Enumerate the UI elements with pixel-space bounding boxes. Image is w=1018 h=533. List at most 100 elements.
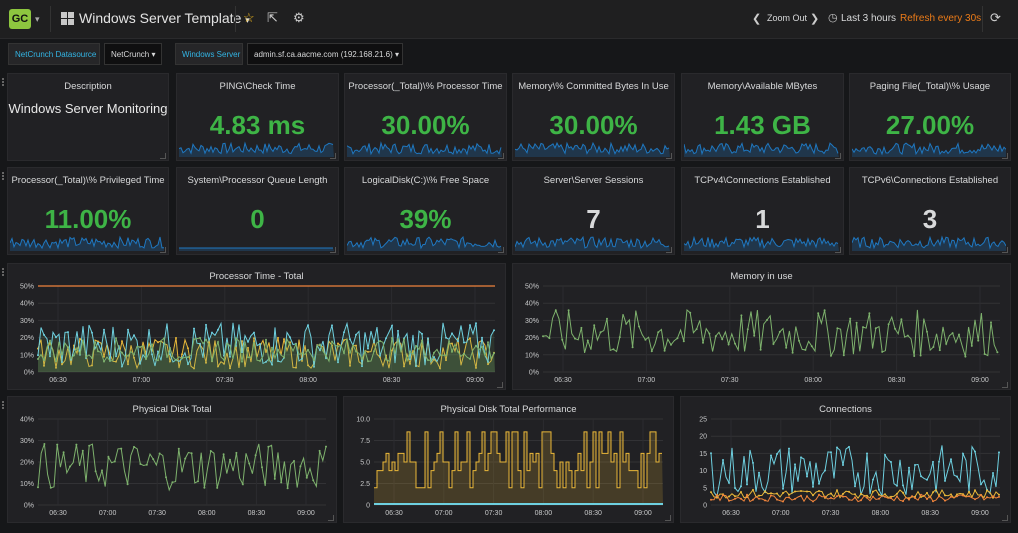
panel-title[interactable]: Processor(_Total)\% Privileged Time: [11, 175, 165, 186]
app-logo[interactable]: GC: [9, 9, 31, 29]
series-point: [812, 500, 814, 503]
series-point: [493, 352, 495, 355]
series-point: [157, 341, 159, 344]
resize-handle[interactable]: [1002, 515, 1008, 521]
x-tick-label: 07:00: [133, 377, 151, 384]
chevron-left-icon[interactable]: ❮: [752, 13, 762, 25]
series-point: [980, 494, 982, 496]
resize-handle[interactable]: [1002, 153, 1008, 159]
panel-title[interactable]: Paging File(_Total)\% Usage: [869, 81, 991, 92]
series-point: [884, 493, 886, 496]
star-icon[interactable]: ☆: [243, 10, 255, 25]
dashboard-title-dropdown[interactable]: Windows Server Template ▾: [79, 10, 250, 26]
series-point: [445, 359, 447, 362]
variable-label: NetCrunch Datasource: [8, 43, 100, 65]
time-range-picker[interactable]: Last 3 hours: [841, 13, 897, 24]
resize-handle[interactable]: [835, 247, 841, 253]
series-point: [205, 323, 207, 326]
resize-handle[interactable]: [1002, 382, 1008, 388]
panel-title[interactable]: System\Processor Queue Length: [187, 175, 328, 186]
panel-title[interactable]: Connections: [819, 404, 872, 415]
series-point: [806, 490, 808, 493]
gear-icon[interactable]: ⚙: [293, 10, 305, 25]
series-point: [914, 464, 916, 466]
panel-title[interactable]: Physical Disk Total Performance: [440, 404, 577, 415]
sparkline-fill: [852, 143, 1006, 157]
series-point: [397, 338, 399, 341]
row-drag-handle[interactable]: [2, 172, 6, 180]
panel-title[interactable]: Memory in use: [730, 271, 793, 282]
series-point: [810, 345, 813, 348]
series-point: [734, 342, 736, 345]
zoom-out-button[interactable]: Zoom Out: [767, 13, 808, 23]
series-point: [62, 451, 65, 454]
y-tick-label: 50%: [20, 284, 34, 291]
share-icon[interactable]: ⇱: [267, 10, 278, 25]
panel-title[interactable]: PING\Check Time: [219, 81, 296, 92]
series-point: [307, 348, 309, 351]
resize-handle[interactable]: [835, 153, 841, 159]
series-point: [307, 364, 309, 367]
series-point: [493, 329, 495, 332]
sparkline-line: [347, 141, 502, 156]
refresh-icon[interactable]: ⟳: [990, 10, 1001, 25]
resize-handle[interactable]: [498, 247, 504, 253]
sparkline-line: [10, 235, 164, 250]
series-point: [887, 323, 890, 326]
row-drag-handle[interactable]: [2, 268, 6, 276]
series-point: [487, 360, 489, 363]
panel-title[interactable]: Memory\Available MBytes: [707, 81, 818, 92]
panel-title[interactable]: TCPv6\Connections Established: [861, 175, 999, 186]
series-point: [728, 481, 730, 484]
series-point: [902, 484, 904, 487]
resize-handle[interactable]: [330, 153, 336, 159]
panel-title[interactable]: LogicalDisk(C:)\% Free Space: [361, 175, 490, 186]
y-tick-label: 40%: [20, 301, 34, 308]
series-point: [235, 451, 238, 454]
series-point: [695, 328, 698, 331]
series-point: [343, 339, 345, 342]
stat-panel-tcpv4: TCPv4\Connections Established 1: [681, 167, 844, 255]
series-point: [804, 348, 807, 351]
resize-handle[interactable]: [160, 247, 166, 253]
series-point: [842, 354, 845, 357]
series-point: [43, 364, 45, 367]
panel-title[interactable]: Processor Time - Total: [209, 271, 304, 282]
series-point: [184, 457, 187, 460]
server-select[interactable]: admin.sf.ca.aacme.com (192.168.21.6) ▾: [247, 43, 403, 65]
resize-handle[interactable]: [328, 515, 334, 521]
panel-title[interactable]: TCPv4\Connections Established: [694, 175, 831, 186]
panel-title[interactable]: Server\Server Sessions: [543, 175, 644, 186]
resize-handle[interactable]: [498, 153, 504, 159]
chevron-right-icon[interactable]: ❯: [810, 13, 820, 25]
resize-handle[interactable]: [666, 153, 672, 159]
series-point: [848, 498, 850, 501]
x-tick-label: 06:30: [554, 377, 572, 384]
panel-title[interactable]: Description: [64, 81, 112, 92]
series-point: [992, 472, 994, 474]
row-drag-handle[interactable]: [2, 401, 6, 409]
logo-menu-caret-icon[interactable]: ▾: [35, 14, 40, 24]
series-point: [894, 327, 896, 330]
panel-title[interactable]: Physical Disk Total: [132, 404, 212, 415]
series-point: [872, 495, 874, 498]
resize-handle[interactable]: [160, 153, 166, 159]
row-drag-handle[interactable]: [2, 78, 6, 86]
datasource-select[interactable]: NetCrunch ▾: [104, 43, 162, 65]
panel-title[interactable]: Memory\% Committed Bytes In Use: [518, 81, 669, 92]
series-point: [409, 350, 411, 353]
resize-handle[interactable]: [665, 515, 671, 521]
series-point: [94, 470, 97, 473]
series-point: [920, 475, 922, 478]
series-point: [848, 490, 850, 493]
resize-handle[interactable]: [330, 247, 336, 253]
series-point: [158, 452, 161, 455]
series-point: [229, 367, 231, 370]
resize-handle[interactable]: [1002, 247, 1008, 253]
series-point: [367, 360, 369, 363]
refresh-interval[interactable]: Refresh every 30s: [900, 13, 982, 24]
sparkline-fill: [179, 143, 334, 157]
resize-handle[interactable]: [497, 382, 503, 388]
resize-handle[interactable]: [666, 247, 672, 253]
panel-title[interactable]: Processor(_Total)\% Processor Time: [348, 81, 503, 92]
